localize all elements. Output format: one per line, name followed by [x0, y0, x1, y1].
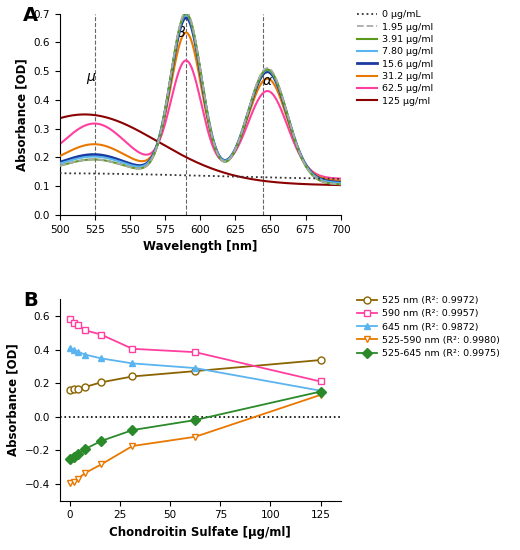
525 nm (R²: 0.9972): (7.8, 0.178): 0.9972): (7.8, 0.178): [82, 383, 88, 390]
Legend: 525 nm (R²: 0.9972), 590 nm (R²: 0.9957), 645 nm (R²: 0.9872), 525-590 nm (R²: 0: 525 nm (R²: 0.9972), 590 nm (R²: 0.9957)…: [357, 296, 500, 358]
525 nm (R²: 0.9972): (125, 0.338): 0.9972): (125, 0.338): [317, 357, 323, 364]
Y-axis label: Absorbance [OD]: Absorbance [OD]: [6, 344, 19, 456]
645 nm (R²: 0.9872): (125, 0.155): 0.9872): (125, 0.155): [317, 387, 323, 394]
Legend: 0 μg/mL, 1.95 μg/ml, 3.91 μg/ml, 7.80 μg/ml, 15.6 μg/ml, 31.2 μg/ml, 62.5 μg/ml,: 0 μg/mL, 1.95 μg/ml, 3.91 μg/ml, 7.80 μg…: [357, 10, 433, 106]
Text: A: A: [23, 6, 38, 25]
525-645 nm (R²: 0.9975): (62.5, -0.02): 0.9975): (62.5, -0.02): [192, 417, 198, 424]
Text: B: B: [23, 292, 38, 310]
525-590 nm (R²: 0.9980): (15.6, -0.285): 0.9980): (15.6, -0.285): [98, 461, 104, 468]
525-645 nm (R²: 0.9975): (0, -0.252): 0.9975): (0, -0.252): [67, 455, 73, 462]
525-590 nm (R²: 0.9980): (3.91, -0.372): 0.9980): (3.91, -0.372): [74, 476, 81, 482]
Line: 525 nm (R²: 0.9972): 525 nm (R²: 0.9972): [67, 356, 324, 394]
525-645 nm (R²: 0.9975): (31.2, -0.08): 0.9975): (31.2, -0.08): [129, 427, 136, 433]
X-axis label: Chondroitin Sulfate [μg/ml]: Chondroitin Sulfate [μg/ml]: [109, 526, 291, 539]
525 nm (R²: 0.9972): (0, 0.158): 0.9972): (0, 0.158): [67, 387, 73, 393]
525-645 nm (R²: 0.9975): (3.91, -0.22): 0.9975): (3.91, -0.22): [74, 450, 81, 457]
645 nm (R²: 0.9872): (15.6, 0.348): 0.9872): (15.6, 0.348): [98, 355, 104, 362]
525-645 nm (R²: 0.9975): (1.95, -0.238): 0.9975): (1.95, -0.238): [71, 453, 77, 460]
Text: α: α: [263, 74, 272, 88]
645 nm (R²: 0.9872): (62.5, 0.29): 0.9872): (62.5, 0.29): [192, 365, 198, 371]
525-590 nm (R²: 0.9980): (0, -0.398): 0.9980): (0, -0.398): [67, 480, 73, 487]
645 nm (R²: 0.9872): (0, 0.408): 0.9872): (0, 0.408): [67, 345, 73, 351]
590 nm (R²: 0.9957): (31.2, 0.405): 0.9957): (31.2, 0.405): [129, 345, 136, 352]
525-645 nm (R²: 0.9975): (7.8, -0.192): 0.9975): (7.8, -0.192): [82, 446, 88, 452]
525 nm (R²: 0.9972): (15.6, 0.205): 0.9972): (15.6, 0.205): [98, 379, 104, 386]
525-590 nm (R²: 0.9980): (7.8, -0.335): 0.9980): (7.8, -0.335): [82, 470, 88, 476]
Text: μ: μ: [86, 70, 95, 84]
Text: β: β: [176, 26, 185, 40]
590 nm (R²: 0.9957): (62.5, 0.385): 0.9957): (62.5, 0.385): [192, 349, 198, 355]
645 nm (R²: 0.9872): (3.91, 0.388): 0.9872): (3.91, 0.388): [74, 348, 81, 355]
645 nm (R²: 0.9872): (7.8, 0.37): 0.9872): (7.8, 0.37): [82, 351, 88, 358]
525 nm (R²: 0.9972): (1.95, 0.163): 0.9972): (1.95, 0.163): [71, 386, 77, 393]
525-645 nm (R²: 0.9975): (15.6, -0.145): 0.9975): (15.6, -0.145): [98, 438, 104, 444]
X-axis label: Wavelength [nm]: Wavelength [nm]: [143, 240, 257, 253]
525-645 nm (R²: 0.9975): (125, 0.15): 0.9975): (125, 0.15): [317, 388, 323, 395]
525 nm (R²: 0.9972): (31.2, 0.24): 0.9972): (31.2, 0.24): [129, 373, 136, 380]
525 nm (R²: 0.9972): (62.5, 0.272): 0.9972): (62.5, 0.272): [192, 368, 198, 375]
Line: 645 nm (R²: 0.9872): 645 nm (R²: 0.9872): [67, 345, 324, 394]
Line: 590 nm (R²: 0.9957): 590 nm (R²: 0.9957): [67, 316, 324, 385]
525 nm (R²: 0.9972): (3.91, 0.168): 0.9972): (3.91, 0.168): [74, 385, 81, 392]
525-590 nm (R²: 0.9980): (1.95, -0.39): 0.9980): (1.95, -0.39): [71, 478, 77, 485]
590 nm (R²: 0.9957): (7.8, 0.515): 0.9957): (7.8, 0.515): [82, 327, 88, 334]
645 nm (R²: 0.9872): (1.95, 0.4): 0.9872): (1.95, 0.4): [71, 346, 77, 353]
525-590 nm (R²: 0.9980): (31.2, -0.175): 0.9980): (31.2, -0.175): [129, 443, 136, 449]
590 nm (R²: 0.9957): (3.91, 0.545): 0.9957): (3.91, 0.545): [74, 322, 81, 329]
645 nm (R²: 0.9872): (31.2, 0.318): 0.9872): (31.2, 0.318): [129, 360, 136, 367]
Line: 525-590 nm (R²: 0.9980): 525-590 nm (R²: 0.9980): [67, 392, 324, 487]
590 nm (R²: 0.9957): (15.6, 0.49): 0.9957): (15.6, 0.49): [98, 331, 104, 338]
Line: 525-645 nm (R²: 0.9975): 525-645 nm (R²: 0.9975): [67, 388, 324, 463]
590 nm (R²: 0.9957): (1.95, 0.56): 0.9957): (1.95, 0.56): [71, 320, 77, 326]
Y-axis label: Absorbance [OD]: Absorbance [OD]: [15, 58, 28, 170]
525-590 nm (R²: 0.9980): (62.5, -0.12): 0.9980): (62.5, -0.12): [192, 433, 198, 440]
525-590 nm (R²: 0.9980): (125, 0.13): 0.9980): (125, 0.13): [317, 392, 323, 398]
590 nm (R²: 0.9957): (0, 0.58): 0.9957): (0, 0.58): [67, 316, 73, 323]
590 nm (R²: 0.9957): (125, 0.21): 0.9957): (125, 0.21): [317, 378, 323, 385]
